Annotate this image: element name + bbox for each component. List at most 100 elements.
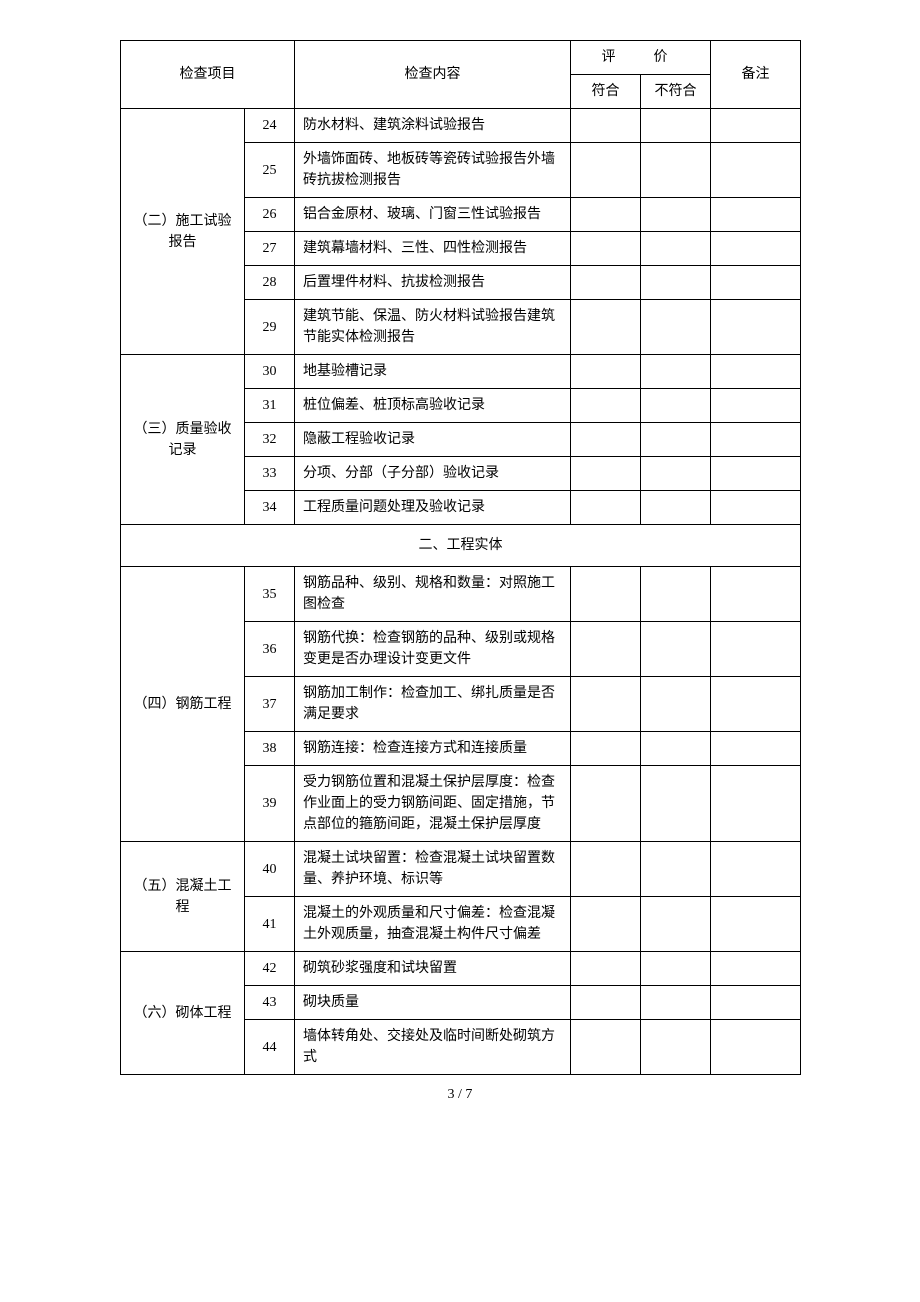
header-row-1: 检查项目 检查内容 评 价 备注 xyxy=(121,41,801,75)
eval-yes-cell xyxy=(571,897,641,952)
eval-no-cell xyxy=(641,952,711,986)
row-number: 28 xyxy=(245,266,295,300)
remark-cell xyxy=(711,766,801,842)
eval-no-cell xyxy=(641,423,711,457)
remark-cell xyxy=(711,232,801,266)
remark-cell xyxy=(711,423,801,457)
eval-no-cell xyxy=(641,491,711,525)
eval-no-cell xyxy=(641,109,711,143)
row-content: 钢筋加工制作：检查加工、绑扎质量是否满足要求 xyxy=(295,677,571,732)
eval-no-cell xyxy=(641,457,711,491)
category-cell: （五）混凝土工程 xyxy=(121,842,245,952)
eval-no-cell xyxy=(641,567,711,622)
row-content: 钢筋连接：检查连接方式和连接质量 xyxy=(295,732,571,766)
row-number: 41 xyxy=(245,897,295,952)
remark-cell xyxy=(711,457,801,491)
category-cell: （三）质量验收记录 xyxy=(121,355,245,525)
row-number: 27 xyxy=(245,232,295,266)
eval-no-cell xyxy=(641,143,711,198)
eval-no-cell xyxy=(641,1020,711,1075)
eval-yes-cell xyxy=(571,423,641,457)
eval-yes-cell xyxy=(571,143,641,198)
eval-no-cell xyxy=(641,766,711,842)
remark-cell xyxy=(711,355,801,389)
remark-cell xyxy=(711,952,801,986)
row-content: 隐蔽工程验收记录 xyxy=(295,423,571,457)
row-number: 24 xyxy=(245,109,295,143)
category-cell: （六）砌体工程 xyxy=(121,952,245,1075)
row-content: 铝合金原材、玻璃、门窗三性试验报告 xyxy=(295,198,571,232)
row-number: 40 xyxy=(245,842,295,897)
table-row: （六）砌体工程42砌筑砂浆强度和试块留置 xyxy=(121,952,801,986)
eval-yes-cell xyxy=(571,232,641,266)
remark-cell xyxy=(711,622,801,677)
row-content: 工程质量问题处理及验收记录 xyxy=(295,491,571,525)
row-content: 建筑节能、保温、防火材料试验报告建筑节能实体检测报告 xyxy=(295,300,571,355)
eval-yes-cell xyxy=(571,457,641,491)
remark-cell xyxy=(711,109,801,143)
eval-no-cell xyxy=(641,732,711,766)
row-number: 29 xyxy=(245,300,295,355)
eval-no-cell xyxy=(641,232,711,266)
remark-cell xyxy=(711,897,801,952)
eval-no-cell xyxy=(641,986,711,1020)
row-number: 44 xyxy=(245,1020,295,1075)
eval-yes-cell xyxy=(571,389,641,423)
eval-no-cell xyxy=(641,266,711,300)
row-number: 31 xyxy=(245,389,295,423)
page-footer: 3 / 7 xyxy=(120,1087,800,1103)
eval-no-cell xyxy=(641,389,711,423)
header-eval-no: 不符合 xyxy=(641,75,711,109)
eval-no-cell xyxy=(641,677,711,732)
row-content: 地基验槽记录 xyxy=(295,355,571,389)
category-cell: （二）施工试验报告 xyxy=(121,109,245,355)
table-row: （三）质量验收记录30地基验槽记录 xyxy=(121,355,801,389)
row-number: 36 xyxy=(245,622,295,677)
row-content: 混凝土试块留置：检查混凝土试块留置数量、养护环境、标识等 xyxy=(295,842,571,897)
remark-cell xyxy=(711,567,801,622)
eval-no-cell xyxy=(641,198,711,232)
header-content: 检查内容 xyxy=(295,41,571,109)
eval-yes-cell xyxy=(571,952,641,986)
eval-no-cell xyxy=(641,897,711,952)
eval-yes-cell xyxy=(571,300,641,355)
remark-cell xyxy=(711,986,801,1020)
eval-no-cell xyxy=(641,300,711,355)
header-eval: 评 价 xyxy=(571,41,711,75)
row-content: 桩位偏差、桩顶标高验收记录 xyxy=(295,389,571,423)
row-content: 后置埋件材料、抗拔检测报告 xyxy=(295,266,571,300)
row-content: 外墙饰面砖、地板砖等瓷砖试验报告外墙砖抗拔检测报告 xyxy=(295,143,571,198)
remark-cell xyxy=(711,732,801,766)
remark-cell xyxy=(711,300,801,355)
eval-yes-cell xyxy=(571,355,641,389)
row-content: 分项、分部（子分部）验收记录 xyxy=(295,457,571,491)
row-number: 26 xyxy=(245,198,295,232)
eval-yes-cell xyxy=(571,567,641,622)
eval-yes-cell xyxy=(571,986,641,1020)
header-remark: 备注 xyxy=(711,41,801,109)
eval-yes-cell xyxy=(571,1020,641,1075)
row-content: 混凝土的外观质量和尺寸偏差：检查混凝土外观质量，抽查混凝土构件尺寸偏差 xyxy=(295,897,571,952)
eval-yes-cell xyxy=(571,266,641,300)
eval-yes-cell xyxy=(571,622,641,677)
remark-cell xyxy=(711,198,801,232)
row-content: 钢筋品种、级别、规格和数量：对照施工图检查 xyxy=(295,567,571,622)
row-number: 30 xyxy=(245,355,295,389)
remark-cell xyxy=(711,143,801,198)
remark-cell xyxy=(711,389,801,423)
row-content: 受力钢筋位置和混凝土保护层厚度：检查作业面上的受力钢筋间距、固定措施，节点部位的… xyxy=(295,766,571,842)
remark-cell xyxy=(711,677,801,732)
remark-cell xyxy=(711,842,801,897)
remark-cell xyxy=(711,1020,801,1075)
category-cell: （四）钢筋工程 xyxy=(121,567,245,842)
row-number: 37 xyxy=(245,677,295,732)
eval-yes-cell xyxy=(571,109,641,143)
eval-yes-cell xyxy=(571,732,641,766)
header-eval-yes: 符合 xyxy=(571,75,641,109)
row-number: 32 xyxy=(245,423,295,457)
row-number: 42 xyxy=(245,952,295,986)
row-number: 39 xyxy=(245,766,295,842)
table-row: （五）混凝土工程40混凝土试块留置：检查混凝土试块留置数量、养护环境、标识等 xyxy=(121,842,801,897)
row-number: 43 xyxy=(245,986,295,1020)
row-number: 35 xyxy=(245,567,295,622)
